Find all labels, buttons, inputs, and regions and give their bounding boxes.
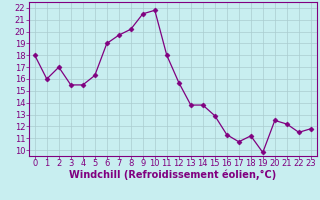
X-axis label: Windchill (Refroidissement éolien,°C): Windchill (Refroidissement éolien,°C) <box>69 170 276 180</box>
